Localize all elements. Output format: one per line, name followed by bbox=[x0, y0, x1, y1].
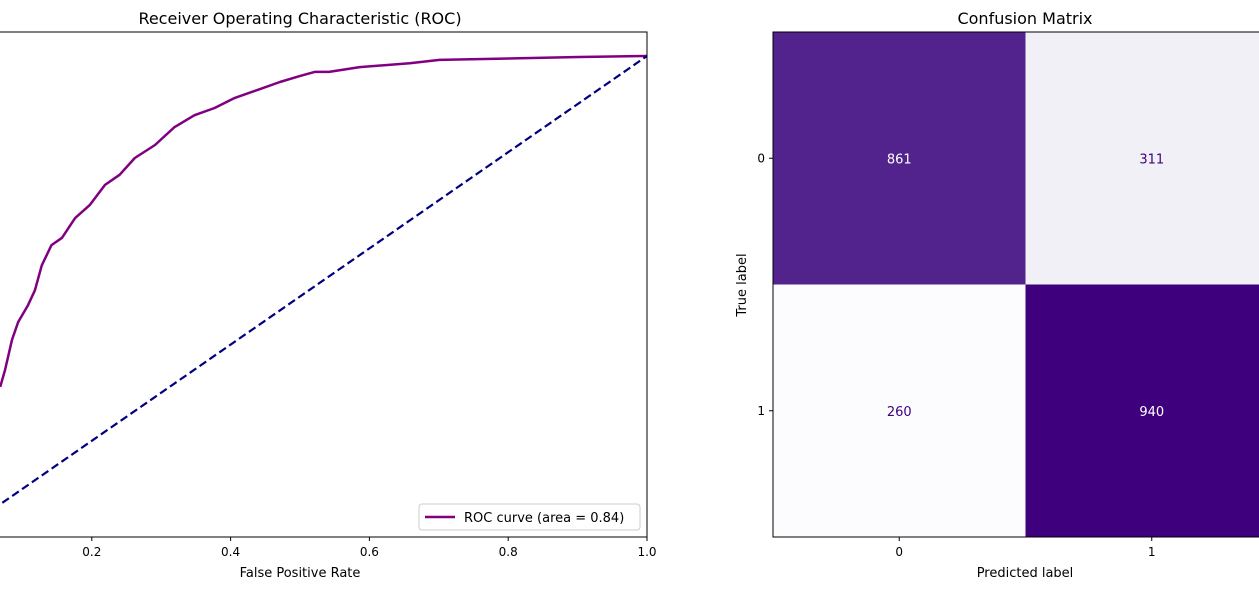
roc-title: Receiver Operating Characteristic (ROC) bbox=[138, 9, 461, 28]
cm-x-label: Predicted label bbox=[977, 566, 1074, 581]
cm-cell bbox=[1025, 284, 1259, 537]
cm-x-tick-label: 0 bbox=[895, 545, 903, 559]
cm-cell-value: 861 bbox=[887, 152, 912, 167]
cm-title: Confusion Matrix bbox=[957, 9, 1092, 28]
cm-cell-value: 311 bbox=[1139, 152, 1164, 167]
cm-cell-value: 940 bbox=[1139, 405, 1164, 420]
legend-label: ROC curve (area = 0.84) bbox=[464, 511, 624, 526]
chance-diagonal-line bbox=[0, 55, 647, 506]
cm-cell bbox=[773, 284, 1026, 537]
cm-y-label: True label bbox=[735, 253, 750, 317]
roc-x-label: False Positive Rate bbox=[240, 566, 361, 581]
x-tick-label: 0.8 bbox=[499, 545, 518, 559]
x-tick-label: 0.6 bbox=[360, 545, 379, 559]
x-tick-label: 0.4 bbox=[221, 545, 240, 559]
roc-frame bbox=[0, 31, 648, 538]
legend-box bbox=[418, 503, 641, 531]
roc-legend: ROC curve (area = 0.84) bbox=[418, 503, 641, 531]
cm-cell bbox=[1025, 32, 1259, 285]
roc-curve-line bbox=[0, 54, 647, 388]
cm-frame bbox=[772, 31, 1259, 538]
cm-y-tick-label: 0 bbox=[757, 151, 765, 165]
confusion-matrix-axes: Confusion Matrix 861 311 260 940 0 1 0 1 Predic… bbox=[735, 9, 1259, 581]
roc-axes: Receiver Operating Characteristic (ROC) … bbox=[0, 9, 657, 581]
x-tick-label: 1.0 bbox=[637, 545, 656, 559]
cm-cell bbox=[773, 32, 1026, 285]
cm-y-tick-label: 1 bbox=[757, 404, 765, 418]
x-tick-label: 0.2 bbox=[82, 545, 101, 559]
cm-x-tick-label: 1 bbox=[1148, 545, 1156, 559]
cm-cell-value: 260 bbox=[887, 405, 912, 420]
